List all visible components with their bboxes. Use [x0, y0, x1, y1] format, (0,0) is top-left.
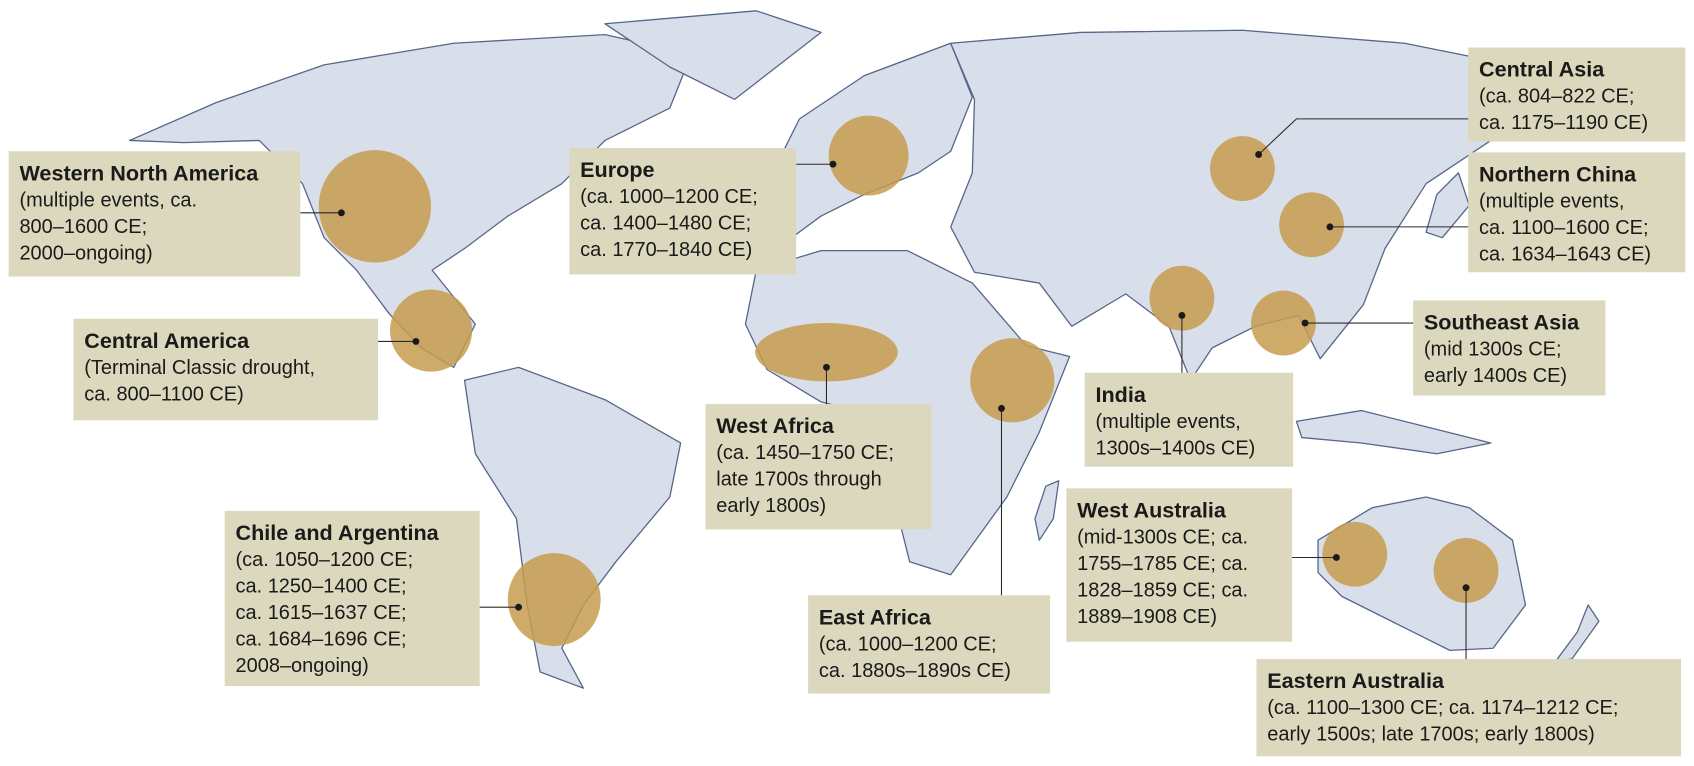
region-detail: late 1700s through	[716, 469, 881, 491]
region-detail: (Terminal Classic drought,	[84, 357, 315, 379]
drought-area	[828, 115, 909, 196]
region-detail: (ca. 1050–1200 CE;	[236, 549, 414, 571]
region-detail: ca. 1175–1190 CE)	[1479, 112, 1648, 134]
region-detail: ca. 1250–1400 CE;	[236, 576, 407, 598]
region-name: Northern China	[1479, 162, 1637, 187]
region-detail: (ca. 1000–1200 CE;	[580, 186, 758, 208]
location-dot	[1332, 554, 1340, 561]
region-detail: ca. 1684–1696 CE;	[236, 629, 407, 651]
indonesia	[1295, 409, 1492, 455]
callout-box	[1468, 152, 1686, 273]
region-detail: (mid 1300s CE;	[1424, 338, 1562, 360]
location-dot	[1255, 151, 1263, 158]
region-detail: ca. 1100–1600 CE;	[1479, 217, 1649, 239]
region-detail: 1828–1859 CE; ca.	[1077, 579, 1248, 601]
region-detail: (mid-1300s CE; ca.	[1077, 526, 1248, 548]
drought-area	[1433, 538, 1499, 603]
region-detail: (ca. 804–822 CE;	[1479, 86, 1634, 108]
drought-area	[318, 150, 432, 263]
region-detail: (ca. 1000–1200 CE;	[819, 633, 997, 655]
callout-box	[1084, 372, 1294, 467]
region-detail: 1889–1908 CE)	[1077, 606, 1217, 628]
drought-area	[1251, 290, 1316, 356]
region-detail: 1300s–1400s CE)	[1095, 437, 1255, 459]
location-dot	[412, 337, 420, 345]
location-dot	[1462, 584, 1470, 592]
drought-area	[970, 338, 1055, 423]
region-name: Chile and Argentina	[236, 520, 440, 545]
drought-area	[1149, 265, 1215, 331]
greenland	[604, 10, 822, 101]
region-detail: ca. 1634–1643 CE)	[1479, 243, 1651, 265]
location-dot	[1301, 319, 1309, 327]
region-name: Central Asia	[1479, 57, 1605, 82]
drought-area	[1322, 521, 1388, 587]
location-dot	[998, 404, 1005, 412]
region-detail: (multiple events,	[1095, 411, 1240, 433]
region-detail: 2008–ongoing)	[236, 655, 369, 677]
drought-area	[1210, 136, 1275, 201]
region-name: Western North America	[19, 160, 259, 185]
region-name: Eastern Australia	[1267, 668, 1445, 693]
region-detail: (multiple events,	[1479, 190, 1624, 212]
region-name: India	[1095, 382, 1146, 407]
regions: Western North America (multiple events, c…	[8, 47, 1686, 757]
region-name: Europe	[580, 157, 654, 182]
leader-line	[1258, 118, 1469, 155]
region-detail: ca. 1880s–1890s CE)	[819, 660, 1011, 682]
drought-area	[1279, 192, 1344, 258]
location-dot	[1178, 312, 1186, 319]
callout-box	[73, 318, 379, 421]
region-detail: ca. 1615–1637 CE;	[236, 602, 407, 624]
region-name: East Africa	[819, 604, 932, 629]
callout-box	[1413, 300, 1606, 396]
region-detail: ca. 800–1100 CE)	[84, 383, 243, 405]
region-name: West Australia	[1077, 498, 1227, 523]
region-name: West Africa	[716, 413, 835, 438]
region-detail: (multiple events, ca.	[19, 189, 197, 211]
callout-box	[1256, 659, 1682, 757]
location-dot	[829, 160, 837, 168]
location-dot	[515, 603, 523, 611]
location-dot	[337, 209, 345, 217]
location-dot	[1326, 223, 1334, 231]
region-detail: early 1500s; late 1700s; early 1800s)	[1267, 724, 1594, 746]
region-detail: early 1800s)	[716, 495, 826, 517]
region-detail: 1755–1785 CE; ca.	[1077, 553, 1248, 575]
callout-box	[808, 595, 1051, 694]
drought-areas	[318, 115, 1499, 647]
callout-box	[569, 148, 797, 275]
callouts: Western North America (multiple events, c…	[8, 47, 1686, 757]
callout-box	[8, 151, 301, 277]
region-detail: (ca. 1100–1300 CE; ca. 1174–1212 CE;	[1267, 697, 1618, 719]
drought-area	[507, 553, 601, 647]
drought-area	[755, 323, 898, 382]
callout-box	[224, 511, 480, 687]
callout-box	[1066, 488, 1293, 642]
callout-box	[1468, 47, 1686, 142]
region-name: Southeast Asia	[1424, 310, 1580, 335]
region-detail: (ca. 1450–1750 CE;	[716, 442, 894, 464]
drought-area	[390, 289, 473, 372]
region-name: Central America	[84, 328, 250, 353]
madagascar	[1034, 480, 1060, 541]
new-zealand	[1555, 604, 1600, 662]
callout-box	[705, 404, 932, 530]
region-detail: ca. 1400–1480 CE;	[580, 213, 751, 235]
region-detail: 2000–ongoing)	[19, 242, 152, 264]
region-detail: early 1400s CE)	[1424, 365, 1567, 387]
japan	[1425, 172, 1470, 239]
location-dot	[823, 363, 830, 371]
region-detail: 800–1600 CE;	[19, 216, 147, 238]
region-detail: ca. 1770–1840 CE)	[580, 239, 752, 261]
